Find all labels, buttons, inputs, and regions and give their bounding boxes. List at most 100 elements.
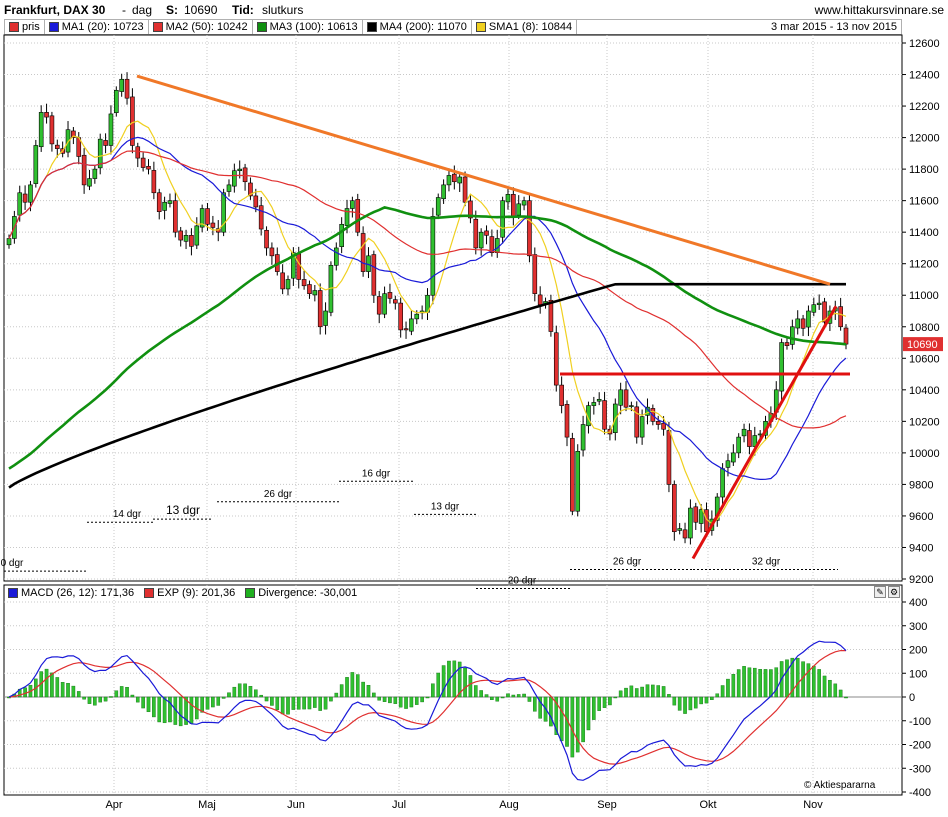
divergence-bar xyxy=(710,696,714,700)
divergence-bar xyxy=(602,696,607,708)
candle xyxy=(232,170,237,187)
candle xyxy=(301,279,307,287)
divergence-bar xyxy=(146,696,151,713)
legend-swatch xyxy=(366,22,377,32)
candle xyxy=(103,140,108,146)
settings-icon[interactable]: ⚙ xyxy=(888,586,900,598)
resistance-trendline xyxy=(136,74,831,286)
divergence-bar xyxy=(388,696,392,704)
divergence-bar xyxy=(60,682,65,698)
candle xyxy=(360,233,366,272)
candle xyxy=(698,509,704,524)
divergence-bar xyxy=(592,696,596,720)
candle xyxy=(151,170,157,194)
legend-item-ma3[interactable]: MA3 (100): 10613 xyxy=(253,20,363,34)
candle xyxy=(258,205,264,230)
legend-item-ma4[interactable]: MA4 (200): 11070 xyxy=(363,20,472,34)
indicator-legend: pris MA1 (20): 10723 MA2 (50): 10242 MA3… xyxy=(4,19,902,35)
candle xyxy=(6,238,12,246)
divergence-bar xyxy=(168,696,172,723)
s-value: 10690 xyxy=(184,3,218,17)
candle xyxy=(843,327,849,345)
divergence-bar xyxy=(296,696,301,710)
divergence-bar xyxy=(742,666,746,698)
divergence-bar xyxy=(275,696,280,710)
candle xyxy=(688,507,693,539)
ma4-line xyxy=(8,282,846,489)
divergence-bar xyxy=(302,696,306,710)
divergence-bar xyxy=(822,675,827,698)
candle xyxy=(800,318,806,329)
candle xyxy=(741,428,747,437)
y-tick-label: 12400 xyxy=(909,70,940,82)
tool-icon[interactable]: ✎ xyxy=(874,586,886,598)
candle xyxy=(156,192,162,212)
candle xyxy=(677,528,682,531)
chart-header: Frankfurt, DAX 30 - dag S: 10690 Tid: sl… xyxy=(4,2,944,18)
site-url[interactable]: www.hittakursvinnare.se xyxy=(814,3,944,17)
divergence-bar xyxy=(575,696,580,753)
candle xyxy=(747,430,752,447)
divergence-bar xyxy=(586,696,591,731)
macd-panel xyxy=(3,584,903,796)
legend-item-sma1[interactable]: SMA1 (8): 10844 xyxy=(472,20,578,34)
legend-item-exp[interactable]: EXP (9): 201,36 xyxy=(140,585,241,600)
legend-swatch xyxy=(9,22,19,32)
divergence-bar xyxy=(232,686,237,698)
divergence-bar xyxy=(76,691,81,698)
y-tick-label: 9600 xyxy=(909,511,933,523)
candle xyxy=(178,230,183,241)
divergence-bar xyxy=(377,696,382,701)
macd-tick-label: -100 xyxy=(909,716,931,728)
divergence-bar xyxy=(398,696,403,708)
candle xyxy=(591,402,597,406)
candle xyxy=(44,112,49,118)
legend-item-ma2[interactable]: MA2 (50): 10242 xyxy=(149,20,253,34)
divergence-bar xyxy=(597,696,601,711)
candle xyxy=(725,460,731,468)
macd-line xyxy=(8,640,847,781)
y-tick-label: 12000 xyxy=(909,133,940,145)
candle xyxy=(242,167,248,183)
divergence-bar xyxy=(119,686,124,698)
candle xyxy=(22,193,28,203)
candle xyxy=(446,175,452,186)
candle xyxy=(838,306,843,328)
divergence-bar xyxy=(162,696,167,724)
divergence-bar xyxy=(457,661,462,698)
candle xyxy=(221,192,226,233)
ma3-line xyxy=(8,206,847,470)
divergence-bar xyxy=(227,692,231,698)
divergence-bar xyxy=(785,659,789,698)
legend-item-pris[interactable]: pris xyxy=(5,20,45,34)
divergence-bar xyxy=(431,683,435,698)
candle xyxy=(226,184,232,192)
y-tick-label: 10600 xyxy=(909,353,940,365)
divergence-bar xyxy=(50,672,54,698)
legend-item-ma1[interactable]: MA1 (20): 10723 xyxy=(45,20,149,34)
divergence-bar xyxy=(763,669,768,698)
divergence-bar xyxy=(157,696,162,723)
divergence-bar xyxy=(613,696,618,699)
divergence-bar xyxy=(559,696,564,742)
candle xyxy=(731,452,736,463)
candle xyxy=(248,182,253,197)
y-tick-label: 10000 xyxy=(909,448,940,460)
candle xyxy=(527,200,532,257)
header-separator: - xyxy=(122,3,126,17)
legend-item-macd[interactable]: MACD (26, 12): 171,36 xyxy=(4,585,140,600)
legend-item-divergence[interactable]: Divergence: -30,001 xyxy=(241,585,363,600)
period-label: dag xyxy=(132,3,153,17)
divergence-bar xyxy=(135,696,140,703)
candle xyxy=(811,304,817,313)
divergence-bar xyxy=(495,696,500,702)
candle xyxy=(387,292,393,299)
legend-label: MA2 (50): 10242 xyxy=(165,21,248,33)
candle xyxy=(629,405,634,407)
candle xyxy=(280,272,285,290)
divergence-bar xyxy=(774,667,779,698)
y-tick-label: 11800 xyxy=(909,164,939,176)
candle xyxy=(17,192,23,216)
candle xyxy=(162,201,167,211)
